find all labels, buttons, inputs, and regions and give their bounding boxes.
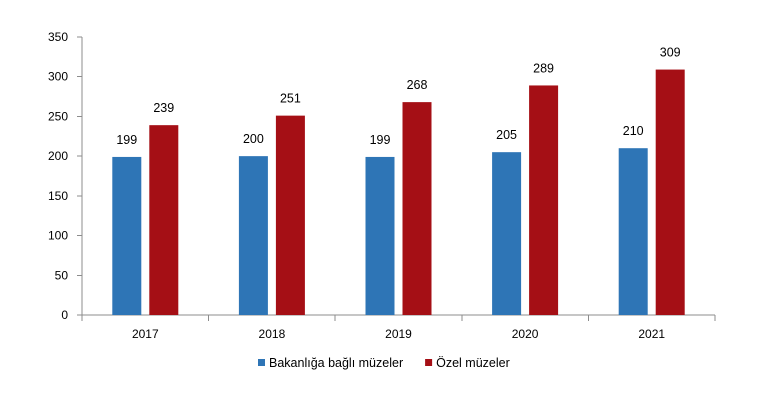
bar [112,156,142,315]
data-label: 251 [280,92,301,106]
y-tick-label: 50 [55,268,69,282]
data-label: 309 [660,46,681,60]
bar [365,156,395,315]
y-tick-label: 0 [61,308,68,322]
bar [149,125,179,315]
legend-swatch [258,359,265,366]
legend-label: Özel müzeler [436,356,510,370]
x-tick-label: 2019 [385,327,412,341]
legend-label: Bakanlığa bağlı müzeler [269,356,403,370]
y-tick-label: 100 [48,229,68,243]
bar [275,115,305,316]
bar [529,85,559,315]
x-tick-label: 2020 [512,327,539,341]
y-tick-label: 350 [48,30,68,44]
y-tick-label: 150 [48,189,68,203]
x-tick-label: 2021 [638,327,665,341]
bar [492,152,522,315]
bar [618,148,648,315]
x-tick-label: 2017 [132,327,159,341]
bars [112,69,685,316]
x-axis: 2017 2018 2019 2020 2021 [81,314,716,341]
x-tick-label: 2018 [259,327,286,341]
data-label: 289 [533,61,554,75]
legend-swatch [425,359,433,366]
bar [402,102,432,315]
data-label: 210 [623,124,644,138]
data-label: 239 [153,101,174,115]
y-tick-label: 200 [48,149,68,163]
data-label: 200 [243,132,264,146]
y-tick-label: 300 [48,70,68,84]
data-label: 199 [116,133,137,147]
data-labels: 199 239 200 251 199 268 205 289 210 309 [116,46,680,147]
bar [655,69,685,316]
bar [238,156,268,315]
data-label: 268 [407,78,428,92]
y-axis: 0 50 100 150 200 250 300 350 [48,30,83,322]
data-label: 205 [496,128,517,142]
data-label: 199 [370,133,391,147]
legend: Bakanlığa bağlı müzeler Özel müzeler [258,356,510,370]
y-tick-label: 250 [48,109,68,123]
